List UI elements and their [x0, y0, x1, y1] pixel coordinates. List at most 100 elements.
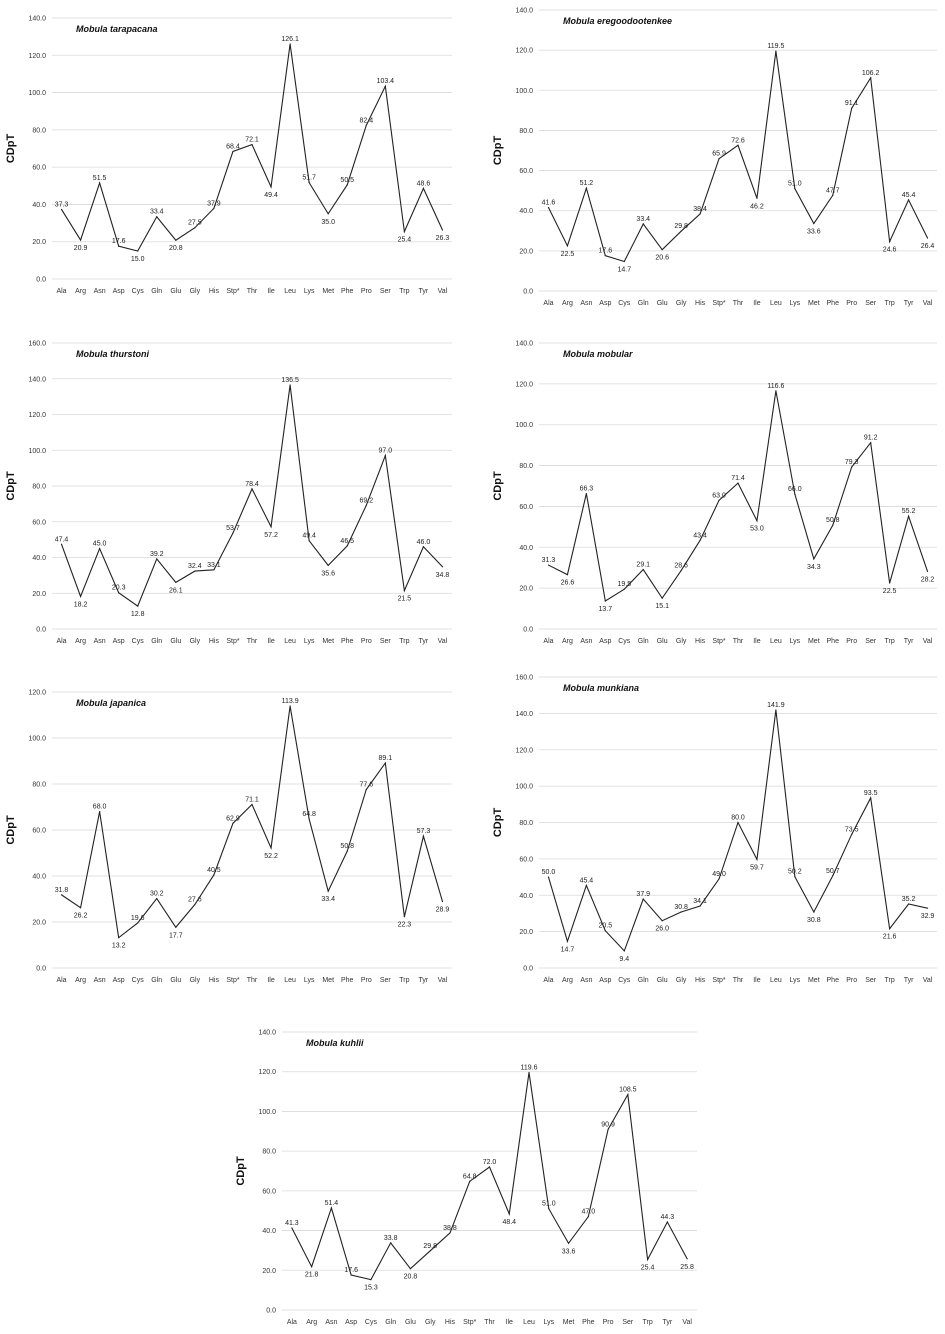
x-tick-label: Met [322, 288, 334, 295]
data-point [813, 222, 815, 225]
x-tick-label: Phe [341, 638, 354, 645]
x-tick-label: Ala [56, 288, 66, 295]
data-point [175, 926, 177, 928]
y-tick-label: 120.0 [258, 1069, 276, 1076]
x-tick-label: Val [438, 638, 448, 645]
x-tick-label: Pro [603, 1319, 614, 1326]
data-label: 51.5 [93, 175, 107, 182]
x-tick-label: Gln [151, 977, 162, 984]
x-tick-label: Gly [190, 638, 201, 645]
data-point [607, 1128, 609, 1131]
data-point [289, 43, 291, 45]
chart-panel-mobular: 0.0 20.0 40.0 60.0 80.0 100.0 120.0 140.0 CDpT Mo… [487, 333, 945, 653]
data-label: 51.2 [580, 180, 594, 187]
data-label: 52.2 [264, 853, 278, 860]
x-tick-label: Asn [580, 300, 592, 307]
x-tick-label: Leu [284, 638, 296, 645]
x-tick-label: Ala [56, 638, 66, 645]
data-label: 63.0 [712, 492, 726, 499]
x-tick-label: Stp* [226, 288, 240, 295]
y-axis-label: CDpT [235, 1156, 247, 1186]
data-point [384, 762, 386, 764]
data-label: 48.4 [502, 1219, 516, 1226]
x-tick-label: Ser [865, 300, 877, 307]
data-point [390, 1242, 392, 1244]
x-tick-label: His [695, 977, 706, 984]
data-point [118, 937, 120, 939]
data-label: 46.2 [750, 203, 764, 210]
x-tick-label: Met [808, 638, 820, 645]
data-point [422, 187, 425, 189]
y-tick-label: 100.0 [28, 448, 46, 455]
data-point [832, 194, 834, 196]
data-point [775, 390, 777, 392]
x-tick-label: Ala [543, 977, 553, 984]
data-label: 45.4 [902, 192, 916, 199]
x-tick-label: Cys [618, 638, 631, 645]
data-point [699, 905, 701, 907]
y-axis-label: CDpT [492, 808, 504, 838]
series-line [61, 384, 443, 607]
y-tick-label: 60.0 [519, 856, 533, 863]
data-label: 30.8 [807, 917, 821, 924]
data-label: 27.6 [188, 897, 202, 904]
series-line [61, 43, 443, 252]
data-label: 64.8 [302, 811, 316, 818]
data-point [661, 920, 663, 922]
data-point [851, 833, 853, 835]
data-point [870, 77, 872, 79]
data-point [118, 592, 120, 594]
data-label: 26.6 [561, 580, 575, 587]
data-label: 19.6 [131, 915, 145, 922]
data-label: 108.5 [619, 1087, 637, 1094]
data-label: 31.8 [55, 887, 69, 894]
data-point [547, 876, 550, 878]
x-tick-label: Arg [306, 1319, 317, 1326]
data-point [99, 547, 101, 550]
x-tick-label: Leu [523, 1319, 535, 1326]
x-tick-label: Ile [753, 638, 761, 645]
data-point [175, 239, 177, 241]
data-point [308, 540, 310, 542]
x-tick-label: Stp* [463, 1319, 477, 1326]
data-label: 26.1 [169, 587, 183, 594]
y-tick-label: 140.0 [515, 711, 533, 718]
data-label: 29.8 [423, 1243, 437, 1250]
data-point [308, 818, 310, 820]
data-label: 13.7 [599, 606, 613, 613]
data-label: 71.1 [245, 796, 259, 803]
data-point [213, 569, 215, 571]
x-tick-label: Pro [361, 288, 372, 295]
x-tick-label: Phe [827, 638, 840, 645]
x-tick-label: Ala [543, 638, 553, 645]
chart-svg: 0.0 20.0 40.0 60.0 80.0 100.0 120.0 140.0 CDpT Mo… [492, 341, 937, 645]
x-tick-label: Asn [580, 638, 592, 645]
x-tick-label: Tyr [904, 300, 914, 307]
data-label: 32.9 [921, 913, 935, 920]
data-point [794, 493, 796, 495]
x-tick-label: Thr [247, 288, 258, 295]
data-label: 59.7 [750, 864, 764, 871]
data-point [327, 213, 329, 215]
y-tick-label: 80.0 [519, 463, 533, 470]
data-label: 41.6 [542, 200, 556, 207]
data-label: 29.8 [674, 223, 688, 230]
data-point [232, 532, 234, 534]
data-point [756, 197, 758, 199]
data-label: 49.4 [264, 192, 278, 199]
chart-title: Mobula kuhlii [306, 1038, 364, 1048]
data-label: 73.5 [845, 826, 859, 833]
data-label: 57.3 [417, 828, 431, 835]
x-tick-label: Leu [284, 977, 296, 984]
data-label: 17.6 [599, 248, 613, 255]
data-label: 50.7 [826, 868, 840, 875]
x-tick-label: His [209, 638, 220, 645]
x-tick-label: Asp [599, 300, 611, 307]
x-tick-label: Gly [425, 1319, 436, 1326]
data-label: 28.9 [436, 907, 450, 914]
x-tick-label: Gln [638, 300, 649, 307]
x-tick-label: Asp [113, 977, 125, 984]
y-axis-label: CDpT [5, 815, 17, 845]
data-point [870, 797, 872, 799]
data-point [646, 1258, 649, 1261]
